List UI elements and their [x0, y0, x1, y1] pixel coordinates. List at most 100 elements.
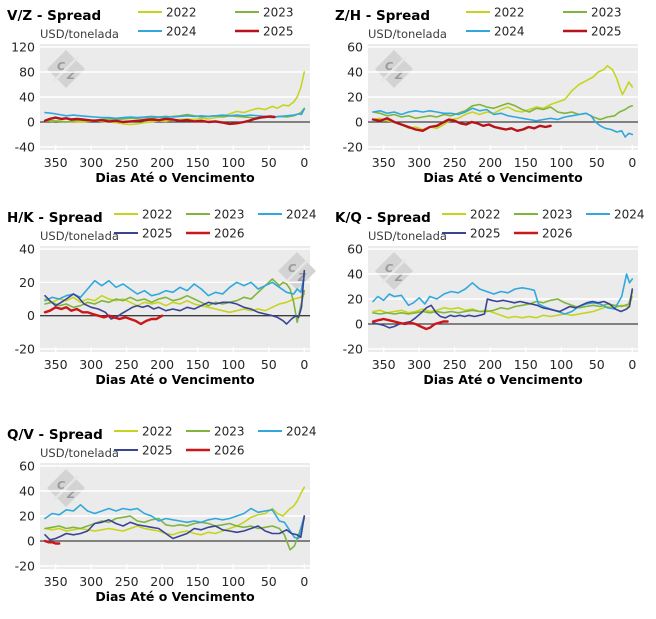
watermark-letter-z: Z	[66, 488, 76, 501]
series-line-2026	[43, 306, 164, 326]
x-tick-label: 200	[150, 357, 174, 372]
legend-label-2026: 2026	[214, 444, 245, 458]
legend-item-2023: 2023	[563, 6, 622, 20]
legend-label-2025: 2025	[142, 227, 173, 241]
watermark-letter-c: C	[57, 479, 65, 492]
x-tick-label: 350	[44, 155, 68, 170]
legend-item-2026: 2026	[186, 444, 245, 458]
series-line-2025	[371, 117, 552, 133]
x-tick-label: 50	[261, 574, 277, 589]
x-tick-label: 350	[372, 155, 396, 170]
watermark-slash	[53, 56, 79, 82]
x-tick-label: 150	[514, 155, 538, 170]
y-tick-label: 40	[19, 242, 35, 257]
legend-label-2024: 2024	[494, 25, 525, 39]
x-tick-label: 50	[589, 357, 605, 372]
legend-label-2026: 2026	[214, 227, 245, 241]
x-tick-label: 300	[79, 574, 103, 589]
watermark-letter-c: C	[385, 60, 393, 73]
x-axis-title: Dias Até o Vencimento	[95, 170, 255, 185]
unit-label: USD/tonelada	[40, 446, 119, 460]
legend-label-2022: 2022	[142, 208, 173, 222]
x-tick-label: 100	[549, 155, 573, 170]
series-line-2026	[43, 539, 61, 545]
x-tick-label: 100	[549, 357, 573, 372]
x-tick-label: 150	[186, 574, 210, 589]
x-axis-title: Dias Até o Vencimento	[423, 170, 583, 185]
series-line-2023	[372, 102, 634, 121]
watermark-slash	[381, 258, 407, 284]
series-line-2025	[372, 288, 634, 329]
x-tick-label: 250	[115, 574, 139, 589]
legend-label-2022: 2022	[166, 6, 197, 20]
legend-label-2025: 2025	[470, 227, 501, 241]
series-line-2022	[372, 295, 634, 319]
x-tick-label: 350	[372, 357, 396, 372]
x-tick-label: 300	[79, 155, 103, 170]
x-tick-label: 350	[44, 357, 68, 372]
legend-item-2026: 2026	[514, 227, 573, 241]
watermark-slash	[53, 475, 79, 501]
watermark-slash	[381, 56, 407, 82]
series-line-2025	[43, 115, 276, 126]
x-tick-label: 250	[443, 357, 467, 372]
legend-item-2025: 2025	[442, 227, 501, 241]
x-tick-label: 150	[186, 357, 210, 372]
x-tick-label: 300	[407, 155, 431, 170]
series-line-2024	[372, 107, 634, 138]
watermark-slash	[284, 258, 310, 284]
legend: 2022 2023 2024 2025	[138, 6, 294, 39]
chart-hk-spread: C Z 40 20 0 -20 350 300 250 200 150 100 50 0 H/K - Spr…	[0, 202, 328, 402]
watermark-letter-z: Z	[394, 69, 404, 82]
y-tick-label: 60	[19, 459, 35, 474]
legend-item-2024: 2024	[258, 208, 317, 222]
x-tick-label: 200	[150, 155, 174, 170]
x-tick-label: 0	[628, 357, 636, 372]
y-tick-label: -20	[15, 559, 35, 574]
x-tick-label: 300	[407, 357, 431, 372]
legend-item-2024: 2024	[258, 425, 317, 439]
y-tick-label: 0	[355, 115, 363, 130]
watermark-letter-z: Z	[394, 271, 404, 284]
watermark-logo: CZ	[47, 469, 85, 507]
y-tick-label: 40	[19, 484, 35, 499]
legend-item-2025: 2025	[114, 444, 173, 458]
y-tick-label: 20	[347, 90, 363, 105]
legend-item-2022: 2022	[442, 208, 501, 222]
legend-item-2023: 2023	[186, 425, 245, 439]
unit-label: USD/tonelada	[368, 229, 447, 243]
series-line-2022	[44, 486, 306, 536]
chart-title: V/Z - Spread	[7, 8, 101, 24]
x-tick-label: 0	[300, 574, 308, 589]
series-line-2025	[44, 269, 306, 325]
legend: 2022 2023 2024 2025 2026	[114, 208, 317, 241]
y-tick-label: 20	[347, 292, 363, 307]
chart-svg: CZ 120 80 40 0 -40 350 300 250 200 150 100 50 0 V/Z - …	[7, 6, 310, 185]
legend: 2022 2023 2024 2025 2026	[114, 425, 317, 458]
y-tick-label: 80	[19, 65, 35, 80]
y-tick-label: 20	[19, 275, 35, 290]
x-tick-label: 150	[514, 357, 538, 372]
x-tick-label: 200	[478, 155, 502, 170]
watermark-logo: CZ	[375, 50, 413, 88]
chart-title: Q/V - Spread	[7, 427, 103, 443]
x-tick-label: 250	[443, 155, 467, 170]
legend-item-2024: 2024	[466, 25, 525, 39]
x-tick-label: 100	[221, 574, 245, 589]
legend-label-2026: 2026	[542, 227, 573, 241]
y-tick-label: 20	[19, 509, 35, 524]
x-tick-label: 50	[261, 155, 277, 170]
legend-label-2023: 2023	[591, 6, 622, 20]
chart-title: K/Q - Spread	[335, 210, 431, 226]
watermark-logo: CZ	[47, 50, 85, 88]
chart-kq-spread: C Z 60 40 20 0 -20 350 300 250 200 150 100 50 0 K/Q - S…	[328, 202, 656, 402]
watermark-logo: CZ	[278, 252, 316, 290]
legend-label-2023: 2023	[214, 208, 245, 222]
legend-label-2023: 2023	[542, 208, 573, 222]
legend-label-2025: 2025	[591, 25, 622, 39]
x-tick-label: 200	[478, 357, 502, 372]
y-tick-label: 40	[347, 65, 363, 80]
